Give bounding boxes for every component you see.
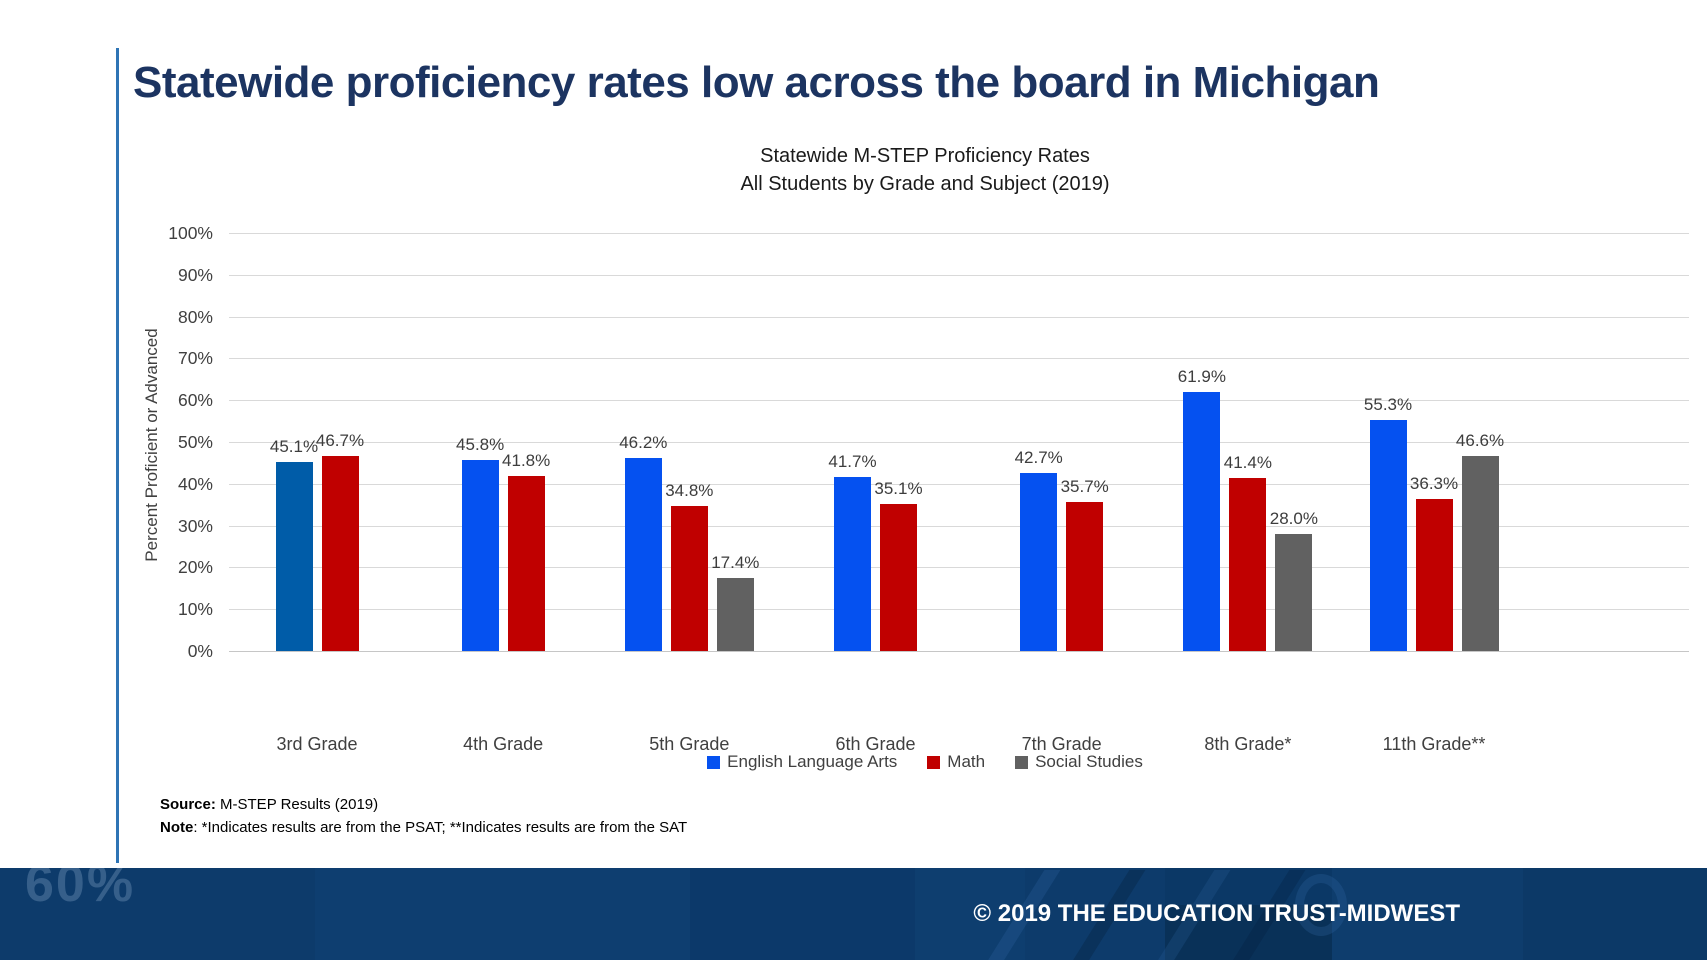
bar <box>1275 533 1313 651</box>
y-axis-tick-label: 30% <box>177 515 213 536</box>
y-axis-tick-label: 60% <box>177 390 213 411</box>
y-axis-tick-label: 0% <box>187 641 213 661</box>
bar <box>1020 472 1058 651</box>
bar-value-label: 46.6% <box>1455 431 1505 451</box>
gridline <box>229 274 1689 276</box>
copyright-text: © 2019 THE EDUCATION TRUST-MIDWEST <box>973 900 1460 927</box>
bar-value-label: 36.3% <box>1409 474 1459 494</box>
x-axis-category-label: 3rd Grade <box>276 734 358 754</box>
left-accent-line <box>116 48 119 863</box>
bar <box>1369 419 1407 651</box>
bar-value-label: 35.1% <box>874 479 923 499</box>
legend-item: Social Studies <box>1015 752 1143 772</box>
y-axis-tick-label: 20% <box>177 557 213 578</box>
bar <box>1415 499 1453 651</box>
gridline <box>229 609 1689 611</box>
bar-value-label: 45.8% <box>456 434 505 454</box>
chart-title-block: Statewide M-STEP Proficiency Rates All S… <box>230 142 1620 198</box>
chart-title: Statewide M-STEP Proficiency Rates <box>760 145 1090 167</box>
bar <box>1066 501 1104 651</box>
note-text: : *Indicates results are from the PSAT; … <box>193 819 688 836</box>
legend-swatch-icon <box>1015 755 1029 769</box>
bar <box>834 476 871 651</box>
bar-value-label: 17.4% <box>711 553 760 573</box>
legend-swatch-icon <box>707 755 721 769</box>
footer-stripe <box>1332 868 1523 960</box>
bar <box>321 455 359 651</box>
gridline <box>229 567 1689 569</box>
footer-stripe <box>915 868 1025 960</box>
bar <box>880 504 917 651</box>
source-line: Source: M-STEP Results (2019) <box>160 793 687 816</box>
chart-subtitle: All Students by Grade and Subject (2019) <box>740 173 1110 195</box>
legend-label: Social Studies <box>1035 752 1143 771</box>
gridline <box>229 483 1689 485</box>
bar-value-label: 61.9% <box>1177 367 1226 387</box>
bar-value-label: 46.7% <box>315 430 365 450</box>
x-axis-category-label: 4th Grade <box>463 734 544 754</box>
bar <box>624 457 662 651</box>
footer-watermark-ring <box>1295 874 1347 936</box>
bar <box>716 578 754 651</box>
bar-value-label: 46.2% <box>619 432 668 452</box>
gridline <box>229 400 1689 402</box>
legend-item: Math <box>927 752 985 772</box>
y-axis-tick-label: 10% <box>177 599 213 620</box>
bar <box>275 462 313 651</box>
gridline <box>229 233 1689 234</box>
legend-label: Math <box>947 752 986 771</box>
bar-value-label: 34.8% <box>665 480 714 500</box>
source-note-block: Source: M-STEP Results (2019) Note: *Ind… <box>160 793 687 839</box>
legend-label: English Language Arts <box>727 752 898 771</box>
y-axis-tick-label: 100% <box>168 223 213 243</box>
footer-stripe <box>1523 868 1707 960</box>
y-axis-tick-label: 40% <box>177 473 213 494</box>
bar-value-label: 28.0% <box>1269 508 1318 528</box>
source-text: M-STEP Results (2019) <box>215 796 379 813</box>
legend-swatch-icon <box>927 755 941 769</box>
footer-stripe <box>315 868 690 960</box>
page-title: Statewide proficiency rates low across t… <box>133 58 1380 107</box>
gridline <box>229 651 1689 652</box>
x-axis-category-label: 6th Grade <box>835 734 916 754</box>
bar-value-label: 55.3% <box>1363 394 1413 414</box>
legend-item: English Language Arts <box>707 752 897 772</box>
bar-value-label: 41.4% <box>1223 452 1272 472</box>
footer-stripe <box>690 868 915 960</box>
bar-value-label: 42.7% <box>1014 447 1063 467</box>
footer-watermark-60: 60% <box>25 868 136 913</box>
gridline <box>229 358 1689 360</box>
footer-band: 60% © 2019 THE EDUCATION TRUST-MIDWEST <box>0 868 1707 960</box>
source-label: Source: <box>160 796 216 813</box>
bar <box>670 505 708 651</box>
bar <box>1229 477 1267 651</box>
x-axis-category-label: 5th Grade <box>649 734 730 754</box>
gridline <box>229 525 1689 527</box>
bar-value-label: 45.1% <box>269 437 319 457</box>
bar-value-label: 41.8% <box>502 451 551 471</box>
bar <box>461 459 499 651</box>
bar <box>1461 456 1499 651</box>
bar <box>1183 392 1221 651</box>
bar-value-label: 41.7% <box>828 451 877 471</box>
bar-value-label: 35.7% <box>1060 476 1109 496</box>
x-axis-category-label: 7th Grade <box>1021 734 1102 754</box>
note-label: Note <box>160 819 194 836</box>
x-axis-category-label: 11th Grade** <box>1382 734 1486 754</box>
y-axis-tick-label: 80% <box>177 306 213 327</box>
note-line: Note: *Indicates results are from the PS… <box>160 816 687 839</box>
y-axis-tick-label: 70% <box>177 348 213 369</box>
gridline <box>229 442 1689 443</box>
y-axis-tick-label: 50% <box>177 432 213 452</box>
y-axis-tick-label: 90% <box>177 264 213 285</box>
chart-legend: English Language Arts Math Social Studies <box>230 752 1620 772</box>
x-axis-category-label: 8th Grade* <box>1204 734 1292 754</box>
gridline <box>229 316 1689 318</box>
bar <box>507 476 545 651</box>
